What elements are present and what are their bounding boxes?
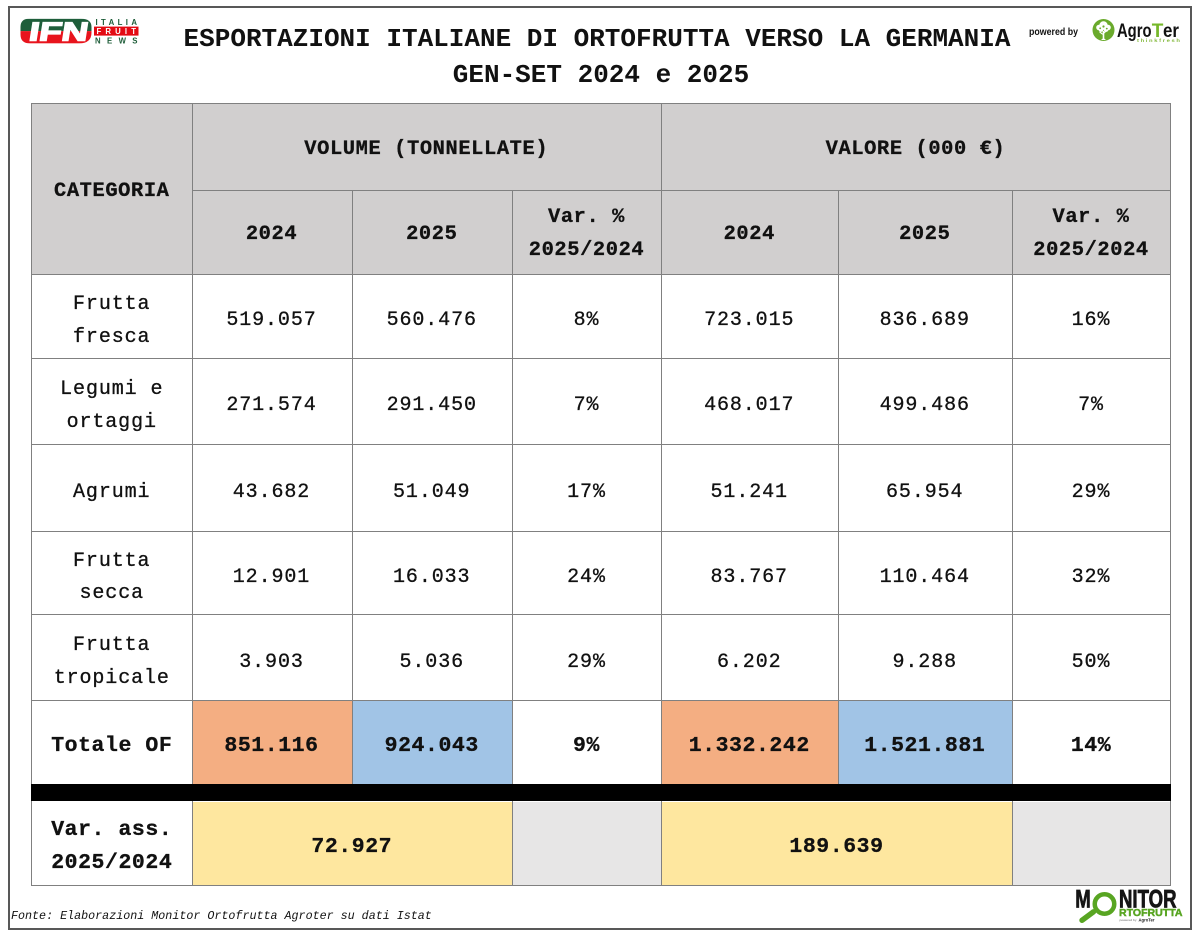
svg-text:powered by: powered by <box>1120 918 1137 922</box>
svg-text:er: er <box>1163 21 1180 42</box>
svg-text:RTOFRUTTA: RTOFRUTTA <box>1119 908 1183 919</box>
svg-text:t h i n k f r e s h: t h i n k f r e s h <box>1137 38 1181 43</box>
svg-text:AgroTer: AgroTer <box>1139 918 1155 923</box>
svg-text:IFN: IFN <box>27 18 91 46</box>
svg-text:Agro: Agro <box>1117 21 1152 42</box>
svg-text:T: T <box>1152 21 1164 42</box>
svg-text:powered by: powered by <box>1029 26 1078 38</box>
svg-text:FRUIT: FRUIT <box>97 27 137 36</box>
svg-text:M: M <box>1075 887 1091 914</box>
svg-text:NITOR: NITOR <box>1119 887 1177 914</box>
